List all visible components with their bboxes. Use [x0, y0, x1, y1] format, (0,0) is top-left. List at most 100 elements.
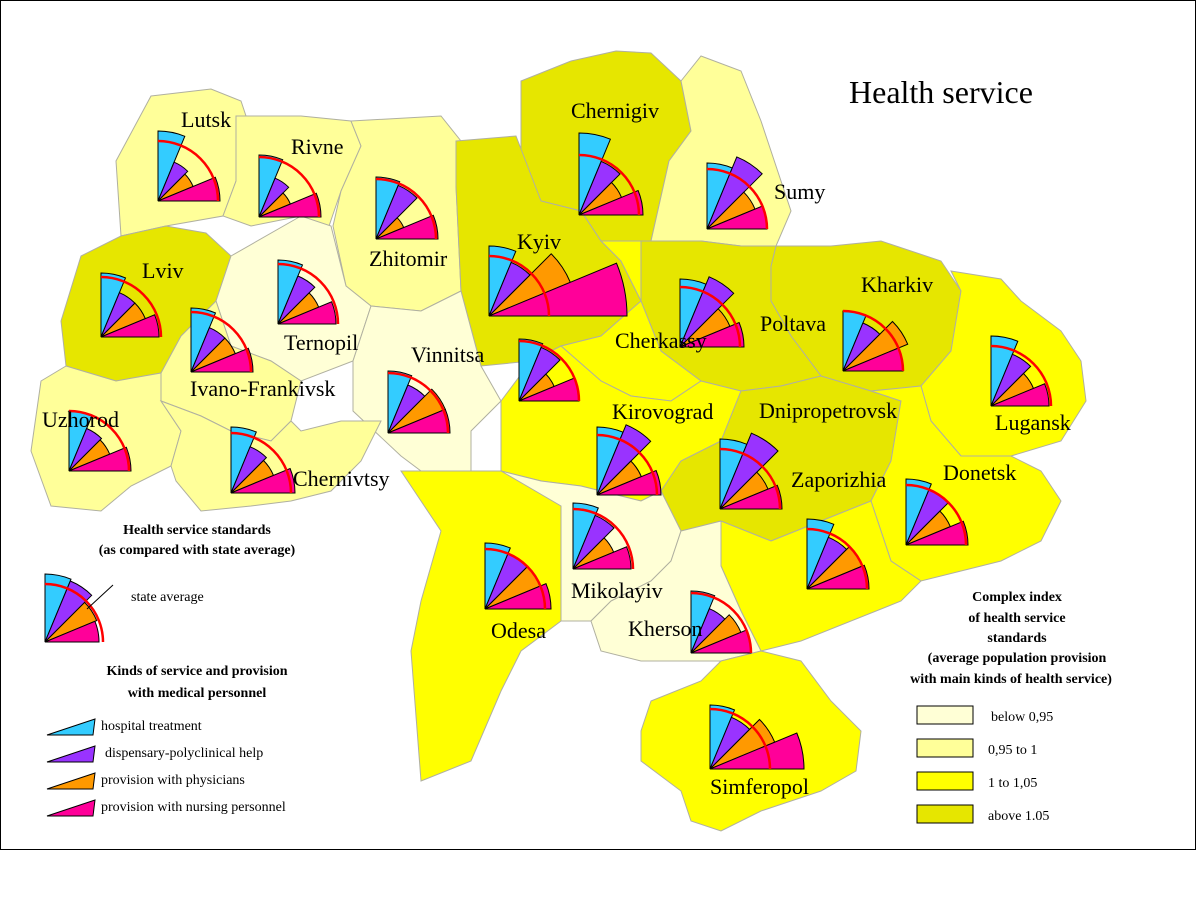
region-lugansk-state-average-arc: [990, 344, 1053, 407]
label-chernigiv: Chernigiv: [571, 98, 659, 123]
region-zaporizhia-diagram: [806, 518, 870, 590]
region-zaporizhia-nursing-sector: [806, 564, 870, 590]
region-kirovograd-diagram: [596, 424, 662, 496]
legend-standards-title-2: (as compared with state average): [99, 543, 296, 558]
label-lviv: Lviv: [142, 258, 184, 283]
region-sumy-state-average-arc: [706, 167, 769, 230]
legend-index-title-4: (average population provision: [928, 651, 1107, 666]
region-kherson-diagram: [690, 590, 753, 654]
legend-kind-hospital-treatment-swatch: [46, 718, 96, 736]
label-mikolayiv: Mikolayiv: [571, 578, 663, 603]
region-kirovograd-dispensary-sector: [596, 424, 652, 496]
region-ivano-frankivsk-nursing-sector: [190, 347, 254, 373]
region-ternopil-nursing-sector: [277, 301, 337, 325]
legend-kind-provision-with-nursing-personnel-swatch: [46, 799, 96, 817]
region-donetsk-nursing-sector: [905, 520, 969, 546]
label-lugansk: Lugansk: [995, 410, 1071, 435]
region-mikolayiv-state-average-arc: [572, 507, 635, 570]
region-chernivtsy-state-average-arc: [230, 431, 293, 494]
region-ternopil-dispensary-sector: [277, 275, 316, 325]
diagrams-layer: [68, 130, 1053, 770]
region-chernivtsy-diagram: [230, 426, 296, 494]
label-kherson: Kherson: [628, 616, 703, 641]
label-cherkassy: Cherkassy: [615, 328, 707, 353]
legend-sample-nursing-sector: [44, 620, 100, 643]
label-dnipropetrovsk: Dnipropetrovsk: [759, 398, 897, 423]
label-simferopol: Simferopol: [710, 774, 809, 799]
region-kharkiv-state-average-arc: [842, 309, 905, 372]
label-ivano-frankivsk: Ivano-Frankivsk: [190, 376, 335, 401]
region-lugansk-nursing-sector: [990, 383, 1050, 407]
region-uzhorod: [30, 365, 182, 512]
legend-index-title-1: Complex index: [972, 590, 1062, 605]
region-poltava-diagram: [679, 276, 745, 348]
region-poltava-dispensary-sector: [679, 276, 735, 348]
region-dnipropetrovsk-nursing-sector: [719, 484, 783, 510]
region-zhitomir-state-average-arc: [375, 177, 438, 240]
region-poltava-state-average-arc: [679, 285, 742, 348]
region-cherkassy-state-average-arc: [518, 339, 581, 402]
region-lviv-state-average-arc: [100, 275, 163, 338]
legend-index-above-1-05-label: above 1.05: [988, 809, 1049, 824]
region-lugansk-diagram: [990, 335, 1053, 407]
label-uzhorod: Uzhorod: [42, 407, 119, 432]
region-cherkassy-diagram: [518, 338, 581, 402]
label-kirovograd: Kirovograd: [612, 399, 713, 424]
label-ternopil: Ternopil: [284, 330, 358, 355]
label-odesa: Odesa: [491, 618, 546, 643]
label-zhitomir: Zhitomir: [369, 246, 448, 271]
legend-kinds-title-2: with medical personnel: [128, 686, 267, 701]
region-rivne-nursing-sector: [258, 192, 322, 218]
region-donetsk-diagram: [905, 478, 969, 546]
region-simferopol-diagram: [709, 704, 805, 770]
legend-state-average-leader: [86, 584, 114, 610]
legend-index-below-0-95-label: below 0,95: [991, 710, 1053, 725]
legend-kind-provision-with-physicians: provision with physicians: [46, 772, 245, 790]
region-dnipropetrovsk-dispensary-sector: [719, 432, 779, 510]
region-lutsk-dispensary-sector: [157, 161, 189, 202]
legend-index-1-to-1-05: 1 to 1,05: [916, 771, 1037, 791]
label-vinnitsa: Vinnitsa: [411, 342, 484, 367]
legend-sample-hospital-sector: [44, 573, 72, 643]
region-lutsk-state-average-arc: [157, 139, 220, 202]
legend-kinds-title-1: Kinds of service and provision: [107, 664, 288, 679]
label-poltava: Poltava: [760, 311, 826, 336]
legend-kind-provision-with-nursing-personnel: provision with nursing personnel: [46, 799, 286, 817]
legend-kind-provision-with-physicians-swatch: [46, 772, 96, 790]
region-kyiv-hospital-sector: [488, 245, 517, 317]
region-ternopil-state-average-arc: [277, 262, 340, 325]
region-uzhorod-nursing-sector: [68, 446, 132, 472]
label-lutsk: Lutsk: [181, 107, 231, 132]
region-vinnitsa-nursing-sector: [387, 408, 451, 434]
legend-index-below-0-95: below 0,95: [916, 705, 1053, 725]
region-kyiv-state-average-arc: [488, 254, 551, 317]
legend-standards-title-1: Health service standards: [123, 523, 271, 538]
region-chernigiv-nursing-sector: [578, 189, 644, 216]
region-simferopol-state-average-arc: [709, 707, 772, 770]
region-kyiv-nursing-sector: [488, 262, 628, 317]
region-odesa-diagram: [484, 542, 552, 610]
region-rivne-dispensary-sector: [258, 177, 290, 218]
region-uzhorod-diagram: [68, 409, 132, 472]
legend-kind-dispensary-polyclinical-help: dispensary-polyclinical help: [46, 745, 263, 763]
region-rivne-diagram: [258, 154, 322, 218]
map-title: Health service: [849, 74, 1033, 110]
legend-kind-hospital-treatment: hospital treatment: [46, 718, 202, 736]
legend-kind-hospital-treatment-label: hospital treatment: [101, 719, 202, 734]
label-zaporizhia: Zaporizhia: [791, 467, 887, 492]
label-donetsk: Donetsk: [943, 460, 1016, 485]
legend-standards: Health service standards (as compared wi…: [44, 523, 296, 643]
region-mikolayiv-nursing-sector: [572, 546, 632, 570]
labels-layer: Lutsk Rivne Zhitomir Chernigiv Sumy Lviv Terno…: [42, 98, 1071, 799]
map-canvas: Lutsk Rivne Zhitomir Chernigiv Sumy Lviv Terno…: [30, 50, 1112, 832]
region-lutsk-nursing-sector: [157, 176, 221, 202]
region-chernigiv-state-average-arc: [578, 153, 641, 216]
region-zhitomir-diagram: [375, 176, 439, 240]
region-zaporizhia-state-average-arc: [806, 527, 869, 590]
label-sumy: Sumy: [774, 179, 825, 204]
region-lviv-diagram: [100, 272, 163, 338]
region-chernigiv-dispensary-sector: [578, 160, 621, 216]
label-kharkiv: Kharkiv: [861, 272, 933, 297]
region-chernigiv-diagram: [578, 132, 644, 216]
region-kharkiv-diagram: [842, 309, 909, 372]
